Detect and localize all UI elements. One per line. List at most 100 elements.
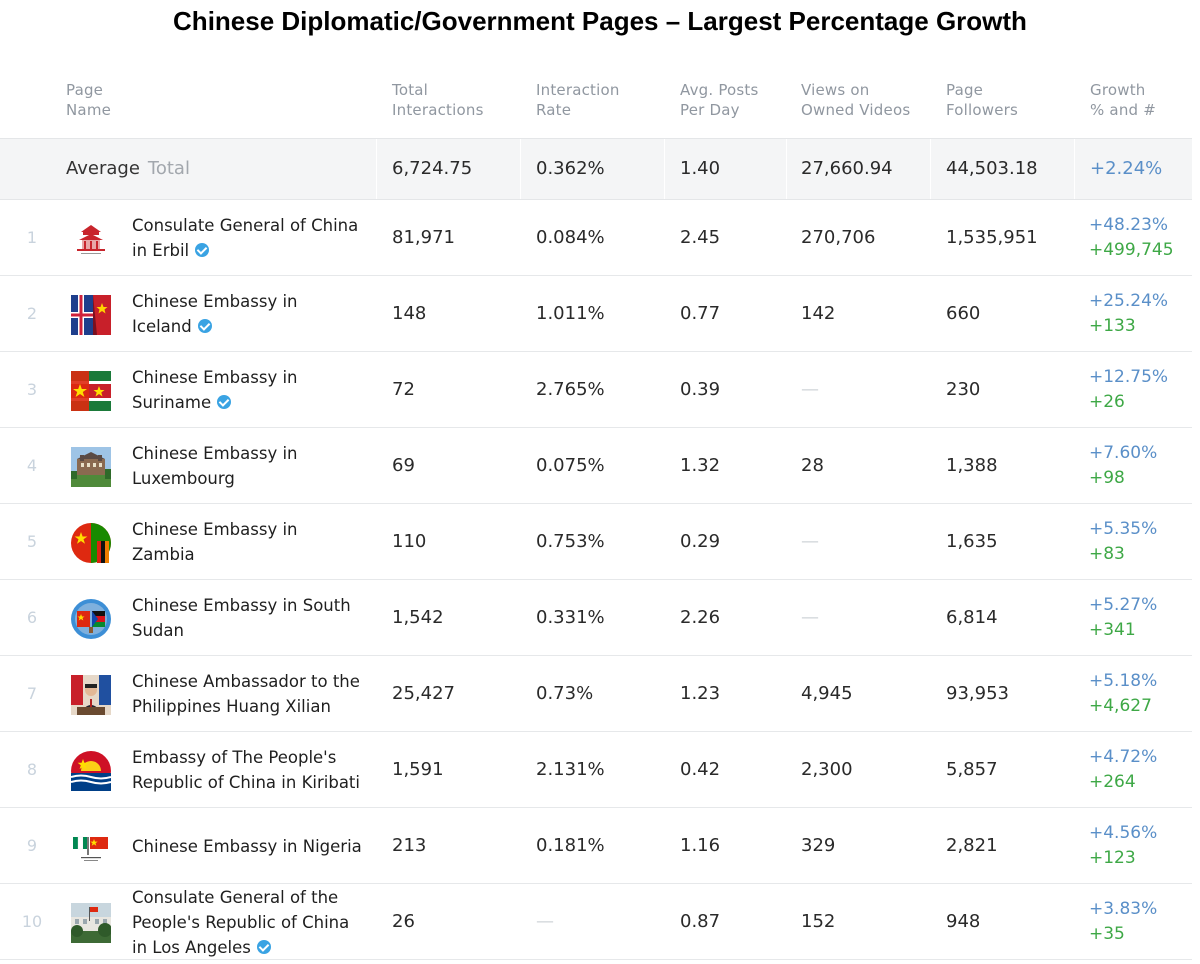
page-name[interactable]: Chinese Embassy in Nigeria (132, 836, 362, 856)
table-row[interactable]: 10 Consulate General of the People's Repu… (0, 884, 1192, 960)
header-followers[interactable]: Page Followers (946, 81, 1019, 119)
table-row[interactable]: 5 Chinese Embassy in Zambia 110 0.753% 0.29 —… (0, 504, 1192, 580)
flags-suriname-china-icon[interactable] (71, 371, 111, 411)
cell-total-interactions: 110 (392, 531, 427, 552)
cell-followers: 6,814 (946, 607, 998, 628)
cell-views: — (801, 607, 819, 628)
cell-views: 270,706 (801, 227, 876, 248)
page-name-link[interactable]: Chinese Embassy in Iceland (132, 276, 362, 352)
table-row[interactable]: 8 Embassy of The People's Republic of Chi… (0, 732, 1192, 808)
flags-nigeria-china-icon[interactable] (71, 827, 111, 867)
table-row[interactable]: 9 Chinese Embassy in Nigeria 213 0.181% 1.16… (0, 808, 1192, 884)
header-views[interactable]: Views on Owned Videos (801, 81, 911, 119)
table-row[interactable]: 6 Chinese Embassy in South Sudan 1,542 0.33… (0, 580, 1192, 656)
cell-views: 329 (801, 835, 836, 856)
cell-total-interactions: 1,542 (392, 607, 444, 628)
cell-avg-posts: 0.42 (680, 759, 721, 780)
rank-number: 7 (26, 684, 38, 703)
page-name-link[interactable]: Chinese Embassy in Suriname (132, 352, 362, 428)
page-name-link[interactable]: Chinese Ambassador to the Philippines Hu… (132, 656, 362, 732)
page-name[interactable]: Chinese Ambassador to the Philippines Hu… (132, 672, 360, 716)
page-name-link[interactable]: Chinese Embassy in Nigeria (132, 808, 362, 884)
cell-followers: 1,535,951 (946, 227, 1038, 248)
consulate-photo-icon[interactable] (71, 903, 111, 943)
table-row[interactable]: 3 Chinese Embassy in Suriname 72 2.765% 0.39… (0, 352, 1192, 428)
rank-number: 8 (26, 760, 38, 779)
flags-iceland-china-icon[interactable] (71, 295, 111, 335)
page-name[interactable]: Chinese Embassy in Iceland (132, 292, 298, 336)
average-followers: 44,503.18 (946, 158, 1038, 179)
cell-avg-posts: 1.16 (680, 835, 721, 856)
page-name[interactable]: Embassy of The People's Republic of Chin… (132, 748, 360, 792)
cell-growth: +48.23% +499,745 (1089, 200, 1189, 276)
rank-number: 10 (21, 912, 43, 931)
ambassador-photo-icon[interactable] (71, 675, 111, 715)
header-growth[interactable]: Growth % and # (1090, 81, 1156, 119)
page-name[interactable]: Consulate General of the People's Republ… (132, 887, 350, 957)
page-name-link[interactable]: Chinese Embassy in Luxembourg (132, 428, 362, 504)
flags-kiribati-china-icon[interactable] (71, 751, 111, 791)
cell-total-interactions: 213 (392, 835, 427, 856)
cell-views: — (801, 531, 819, 552)
temple-logo-icon[interactable] (71, 219, 111, 259)
page-name[interactable]: Chinese Embassy in South Sudan (132, 596, 351, 640)
cell-avg-posts: 2.45 (680, 227, 721, 248)
cell-avg-posts: 0.77 (680, 303, 721, 324)
divider (520, 139, 521, 199)
growth-percent: +3.83% (1089, 899, 1158, 919)
cell-avg-posts: 1.23 (680, 683, 721, 704)
average-total-interactions: 6,724.75 (392, 158, 473, 179)
page-name[interactable]: Chinese Embassy in Zambia (132, 520, 298, 564)
average-label: Average Total (66, 139, 190, 199)
page-name-link[interactable]: Embassy of The People's Republic of Chin… (132, 732, 362, 808)
page-name-link[interactable]: Consulate General of China in Erbil (132, 200, 362, 276)
average-text: Average (66, 158, 140, 179)
cell-total-interactions: 148 (392, 303, 427, 324)
rank-number: 5 (26, 532, 38, 551)
rank-number: 2 (26, 304, 38, 323)
growth-percent: +5.35% (1089, 519, 1158, 539)
flags-zambia-china-icon[interactable] (71, 523, 111, 563)
header-interaction-rate[interactable]: Interaction Rate (536, 81, 620, 119)
flags-southsudan-china-icon[interactable] (71, 599, 111, 639)
header-page-name[interactable]: Page Name (66, 81, 112, 119)
cell-views: — (801, 379, 819, 400)
table-row[interactable]: 4 Chinese Embassy in Luxembourg 69 0.075% 1.… (0, 428, 1192, 504)
page-name[interactable]: Chinese Embassy in Suriname (132, 368, 298, 412)
average-interaction-rate: 0.362% (536, 158, 605, 179)
verified-badge-icon (217, 395, 232, 409)
cell-views: 142 (801, 303, 836, 324)
page-name[interactable]: Consulate General of China in Erbil (132, 216, 359, 260)
growth-number: +98 (1089, 468, 1125, 488)
cell-avg-posts: 2.26 (680, 607, 721, 628)
cell-views: 152 (801, 911, 836, 932)
building-photo-icon[interactable] (71, 447, 111, 487)
header-total-interactions[interactable]: Total Interactions (392, 81, 484, 119)
cell-views: 28 (801, 455, 824, 476)
cell-interaction-rate: 0.331% (536, 607, 605, 628)
cell-avg-posts: 0.87 (680, 911, 721, 932)
page-name-link[interactable]: Chinese Embassy in South Sudan (132, 580, 362, 656)
page-name-link[interactable]: Chinese Embassy in Zambia (132, 504, 362, 580)
growth-number: +499,745 (1089, 240, 1174, 260)
divider (376, 139, 377, 199)
growth-number: +83 (1089, 544, 1125, 564)
table-row[interactable]: 2 Chinese Embassy in Iceland 148 1.011% 0.77… (0, 276, 1192, 352)
table-row[interactable]: 1 Consulate General of China in Erbil 81,9… (0, 200, 1192, 276)
growth-percent: +4.56% (1089, 823, 1158, 843)
rank-number: 4 (26, 456, 38, 475)
cell-total-interactions: 69 (392, 455, 415, 476)
page-name-link[interactable]: Consulate General of the People's Republ… (132, 884, 362, 960)
cell-growth: +3.83% +35 (1089, 884, 1189, 960)
header-avg-posts[interactable]: Avg. Posts Per Day (680, 81, 759, 119)
growth-number: +123 (1089, 848, 1136, 868)
cell-total-interactions: 25,427 (392, 683, 455, 704)
growth-percent: +5.27% (1089, 595, 1158, 615)
page-name[interactable]: Chinese Embassy in Luxembourg (132, 444, 298, 488)
growth-percent: +5.18% (1089, 671, 1158, 691)
average-row: Average Total 6,724.75 0.362% 1.40 27,660… (0, 138, 1192, 200)
cell-followers: 230 (946, 379, 981, 400)
page-title: Chinese Diplomatic/Government Pages – La… (173, 6, 1027, 36)
table-row[interactable]: 7 Chinese Ambassador to the Philippines H… (0, 656, 1192, 732)
total-toggle[interactable]: Total (147, 158, 190, 179)
